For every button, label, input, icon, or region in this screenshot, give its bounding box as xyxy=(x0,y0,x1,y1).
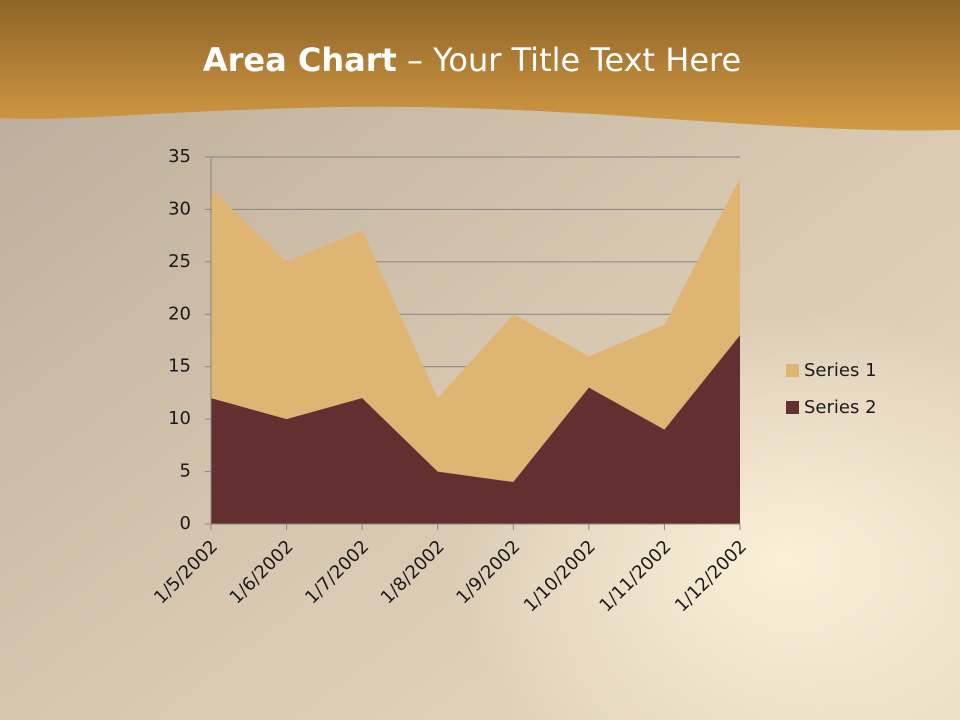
y-tick-label: 35 xyxy=(168,146,191,167)
y-tick-label: 25 xyxy=(168,251,191,272)
title-rest: – Your Title Text Here xyxy=(397,41,741,79)
legend-label: Series 1 xyxy=(804,360,877,381)
area xyxy=(211,335,740,524)
slide-title: Area Chart – Your Title Text Here xyxy=(203,41,741,79)
legend-swatch xyxy=(786,401,799,414)
y-tick-label: 30 xyxy=(168,198,191,219)
legend-label: Series 2 xyxy=(804,397,877,418)
y-tick-label: 20 xyxy=(168,303,191,324)
y-tick-label: 15 xyxy=(168,356,191,377)
y-tick-label: 5 xyxy=(180,461,191,482)
y-tick-label: 10 xyxy=(168,408,191,429)
y-tick-label: 0 xyxy=(180,513,191,534)
legend-swatch xyxy=(786,364,799,377)
title-bold: Area Chart xyxy=(203,41,397,79)
title-banner xyxy=(0,0,960,131)
